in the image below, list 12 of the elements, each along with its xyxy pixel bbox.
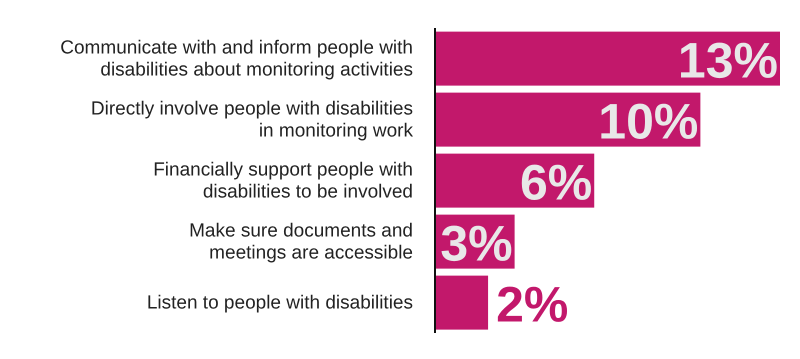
bar [435,276,488,330]
data-label: 13% [678,32,778,89]
y-tick-label: Financially support people with disabilities to be involved [153,159,413,202]
y-tick-label: Directly involve people with disabilities in monitoring work [90,98,414,141]
y-tick-label: Make sure documents and meetings are accessible [189,220,413,263]
data-label: 10% [598,94,698,150]
y-tick-label: Communicate with and inform people with disabilities about monitoring activities [60,37,413,80]
y-tick-label: Listen to people with disabilities [146,292,413,313]
data-label: 2% [496,276,568,333]
data-label: 6% [520,154,592,211]
data-label: 3% [440,216,513,272]
bar [435,32,780,86]
